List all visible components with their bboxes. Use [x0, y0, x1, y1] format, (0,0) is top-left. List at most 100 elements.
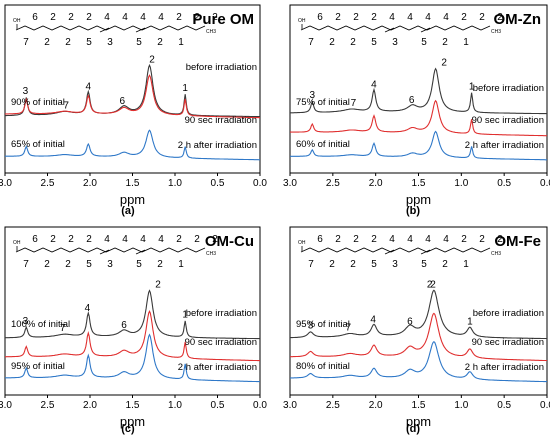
- structure-number-top: 4: [425, 234, 431, 245]
- panel-title: OM-Zn: [494, 11, 541, 28]
- peak-label: 6: [409, 95, 415, 106]
- structure-number-top: 6: [32, 12, 38, 23]
- x-tick-label: 1.0: [454, 178, 468, 189]
- peak-label: 3: [309, 90, 315, 101]
- structure-number-bottom: 2: [157, 259, 163, 270]
- series-annotation: 95% of initial: [11, 361, 65, 372]
- peak-label: 3: [23, 86, 29, 97]
- structure-number-bottom: 2: [44, 259, 50, 270]
- x-tick-label: 3.0: [0, 178, 12, 189]
- structure-number-bottom: 2: [44, 37, 50, 48]
- series-line: [5, 63, 260, 118]
- x-tick-label: 3.0: [283, 178, 297, 189]
- x-tick-label: 2.0: [369, 400, 383, 411]
- x-tick-label: 0.0: [253, 178, 267, 189]
- structure-number-top: 4: [389, 12, 395, 23]
- peak-label: 2: [155, 280, 161, 291]
- structure-number-bottom: 7: [308, 37, 314, 48]
- peak-label: 3: [308, 320, 314, 331]
- structure-number-top: 2: [479, 234, 485, 245]
- structure-number-top: 2: [50, 234, 56, 245]
- structure-number-top: 6: [317, 12, 323, 23]
- structure-number-top: 2: [371, 234, 377, 245]
- panel-label: (d): [406, 423, 420, 435]
- structure-number-bottom: 2: [442, 37, 448, 48]
- structure-double-bond: [99, 249, 110, 255]
- series-annotation: 60% of initial: [296, 139, 350, 150]
- peak-label: 7: [63, 101, 69, 112]
- structure-double-bond: [135, 27, 146, 33]
- structure-number-bottom: 1: [178, 37, 184, 48]
- series-line: [5, 333, 260, 383]
- structure-number-top: 2: [335, 234, 341, 245]
- structure-number-bottom: 5: [421, 37, 427, 48]
- peak-label: 4: [371, 79, 377, 90]
- structure-number-bottom: 5: [136, 37, 142, 48]
- structure-number-top: 6: [32, 234, 38, 245]
- structure-number-top: 4: [389, 234, 395, 245]
- series-label: 2 h after irradiation: [465, 362, 544, 373]
- series-label: before irradiation: [473, 308, 544, 319]
- structure-number-bottom: 3: [107, 37, 113, 48]
- structure-number-top: 2: [194, 234, 200, 245]
- structure-oh-label: OH: [298, 240, 306, 246]
- series-line: [5, 309, 260, 362]
- structure-number-top: 4: [104, 234, 110, 245]
- series-line: [4, 289, 260, 340]
- structure-number-top: 2: [212, 12, 218, 23]
- panel-label: (a): [121, 205, 135, 217]
- x-tick-label: 1.5: [412, 400, 426, 411]
- structure-number-top: 4: [140, 12, 146, 23]
- structure-number-bottom: 2: [350, 259, 356, 270]
- series-line: [290, 67, 547, 115]
- x-tick-label: 0.5: [497, 178, 511, 189]
- series-line: [290, 99, 547, 137]
- x-tick-label: 2.5: [41, 178, 55, 189]
- series-annotation: 75% of initial: [296, 97, 350, 108]
- structure-double-bond: [384, 249, 395, 255]
- peak-label: 1: [182, 310, 188, 321]
- structure-number-top: 2: [353, 234, 359, 245]
- structure-number-bottom: 2: [350, 37, 356, 48]
- panel-label: (c): [121, 423, 135, 435]
- structure-oh-label: OH: [298, 18, 306, 24]
- structure-number-bottom: 2: [65, 259, 71, 270]
- peak-label: 4: [86, 82, 92, 93]
- structure-double-bond: [420, 27, 431, 33]
- peak-label: 4: [85, 303, 91, 314]
- structure-chain: [15, 247, 206, 253]
- structure-number-top: 2: [176, 12, 182, 23]
- peak-label: 1: [469, 81, 475, 92]
- x-tick-label: 2.5: [41, 400, 55, 411]
- structure-number-top: 2: [335, 12, 341, 23]
- structure-number-top: 2: [479, 12, 485, 23]
- structure-number-top: 2: [461, 12, 467, 23]
- peak-label: 6: [121, 320, 127, 331]
- structure-number-top: 2: [497, 12, 503, 23]
- panel-title: OM-Fe: [494, 233, 541, 250]
- peak-label: 4: [370, 314, 376, 325]
- structure-number-top: 2: [86, 12, 92, 23]
- peak-label: 2: [441, 58, 447, 69]
- peak-label: 7: [351, 98, 357, 109]
- x-tick-label: 1.5: [412, 178, 426, 189]
- x-tick-label: 2.0: [83, 400, 97, 411]
- peak-label: 2: [149, 54, 155, 65]
- x-axis-label: ppm: [406, 192, 431, 207]
- x-tick-label: 1.5: [126, 178, 140, 189]
- x-tick-label: 0.0: [540, 400, 550, 411]
- structure-number-top: 2: [50, 12, 56, 23]
- peak-label: 6: [407, 317, 413, 328]
- structure-number-bottom: 5: [136, 259, 142, 270]
- structure-number-top: 4: [407, 234, 413, 245]
- x-tick-label: 0.0: [253, 400, 267, 411]
- structure-number-top: 4: [158, 234, 164, 245]
- structure-number-top: 4: [425, 12, 431, 23]
- structure-oh-label: OH: [13, 18, 21, 24]
- series-label: 2 h after irradiation: [178, 140, 257, 151]
- series-label: 90 sec irradiation: [472, 337, 544, 348]
- series-annotation: 80% of initial: [296, 361, 350, 372]
